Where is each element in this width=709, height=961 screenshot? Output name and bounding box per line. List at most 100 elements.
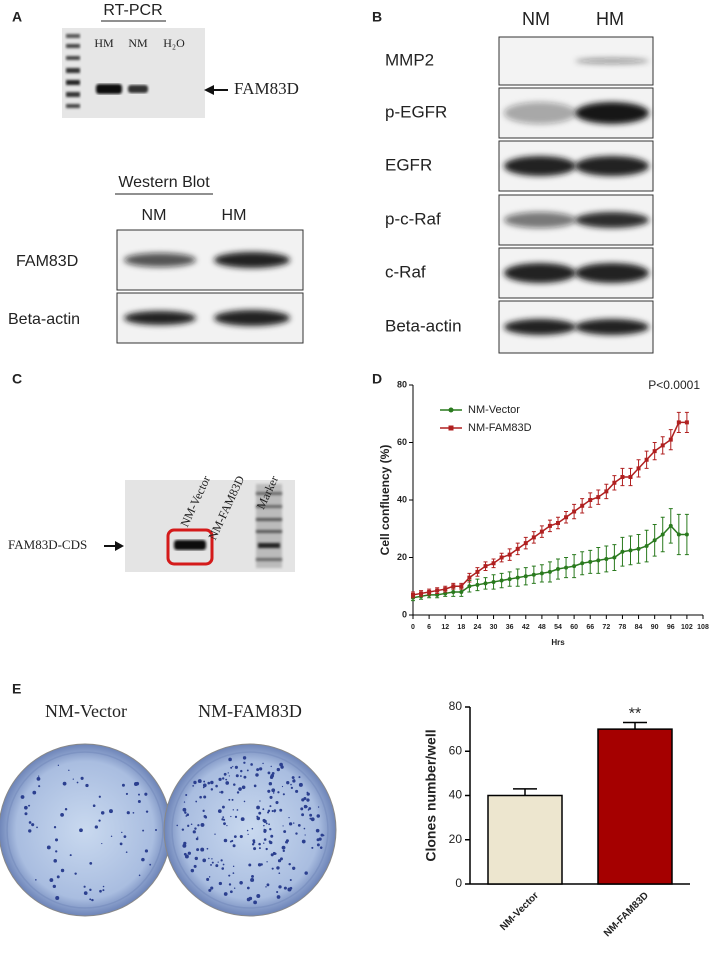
colony: [235, 774, 239, 778]
row-label: EGFR: [385, 155, 432, 174]
colony: [203, 784, 205, 786]
colony: [203, 780, 206, 783]
colony: [243, 775, 247, 779]
legend-label: NM-FAM83D: [468, 422, 532, 434]
colony: [49, 878, 54, 882]
marker: [483, 564, 488, 569]
colony: [262, 762, 264, 765]
colony: [60, 868, 65, 873]
colony: [271, 771, 275, 775]
colony: [184, 811, 187, 814]
colony: [220, 790, 224, 794]
colony: [223, 838, 228, 843]
colony: [232, 844, 236, 848]
colony: [232, 809, 234, 811]
column-label: NM: [142, 207, 167, 224]
colony: [304, 871, 308, 875]
colony: [221, 818, 224, 821]
legend-marker: [448, 407, 454, 413]
colony: [291, 776, 295, 779]
colony: [247, 833, 249, 835]
colony: [141, 857, 145, 862]
colony: [184, 854, 189, 859]
colony: [269, 805, 272, 808]
colony: [210, 780, 214, 785]
row-label: Beta-actin: [8, 311, 80, 328]
colony: [199, 795, 202, 799]
marker: [660, 532, 665, 537]
marker: [684, 420, 689, 425]
colony: [301, 839, 306, 844]
colony: [214, 833, 216, 835]
marker: [676, 420, 681, 425]
colony: [89, 888, 92, 892]
marker: [636, 546, 641, 551]
colony: [281, 785, 284, 788]
colony: [229, 890, 233, 894]
colony: [89, 861, 93, 865]
marker: [459, 584, 464, 589]
colony: [279, 762, 283, 767]
colony: [288, 822, 293, 826]
colony: [309, 813, 313, 817]
colony: [276, 866, 280, 870]
colony: [125, 792, 129, 796]
colony: [60, 812, 64, 817]
marker: [435, 588, 440, 593]
colony: [203, 814, 207, 818]
colony: [241, 785, 246, 790]
marker: [523, 574, 528, 579]
x-tick-label: 48: [538, 624, 546, 631]
colony: [222, 863, 225, 866]
colony: [206, 847, 209, 850]
colony: [196, 848, 200, 852]
x-tick-label: 102: [681, 624, 693, 631]
colony: [222, 867, 224, 870]
blot-band: [214, 310, 290, 326]
colony: [217, 809, 222, 813]
colony: [138, 793, 140, 796]
lane-label: H₂O: [163, 36, 185, 50]
marker: [547, 523, 552, 528]
colony: [272, 792, 275, 794]
arrow-label: FAM83D: [234, 79, 299, 98]
marker: [612, 480, 617, 485]
bar: [487, 794, 563, 885]
colony: [218, 777, 222, 781]
colony: [300, 807, 304, 811]
colony: [193, 864, 197, 868]
marker: [588, 559, 593, 564]
x-tick-label: 30: [490, 624, 498, 631]
marker: [652, 538, 657, 543]
blot-band: [575, 319, 649, 335]
blot-band: [124, 253, 196, 267]
western-title: Western Blot: [118, 174, 210, 191]
colony: [223, 822, 226, 826]
marker: [531, 535, 536, 540]
colony: [101, 842, 103, 845]
marker: [539, 529, 544, 534]
colony: [298, 776, 301, 779]
colony: [208, 876, 211, 878]
marker: [684, 532, 689, 537]
colony: [210, 886, 214, 890]
blot-band: [575, 212, 649, 228]
colony: [195, 800, 198, 803]
marker: [564, 565, 569, 570]
x-tick-label: 66: [586, 624, 594, 631]
plate-rim: [171, 751, 329, 909]
colony: [253, 784, 257, 788]
colony: [251, 827, 254, 830]
colony: [248, 863, 252, 867]
colony: [145, 810, 149, 813]
marker: [491, 561, 496, 566]
colony: [35, 879, 37, 881]
colony: [200, 822, 205, 827]
colony: [304, 834, 306, 836]
colony: [210, 788, 214, 791]
colony: [232, 872, 235, 875]
colony: [202, 786, 205, 789]
colony: [72, 778, 74, 780]
colony: [230, 815, 232, 818]
colony: [285, 840, 288, 844]
